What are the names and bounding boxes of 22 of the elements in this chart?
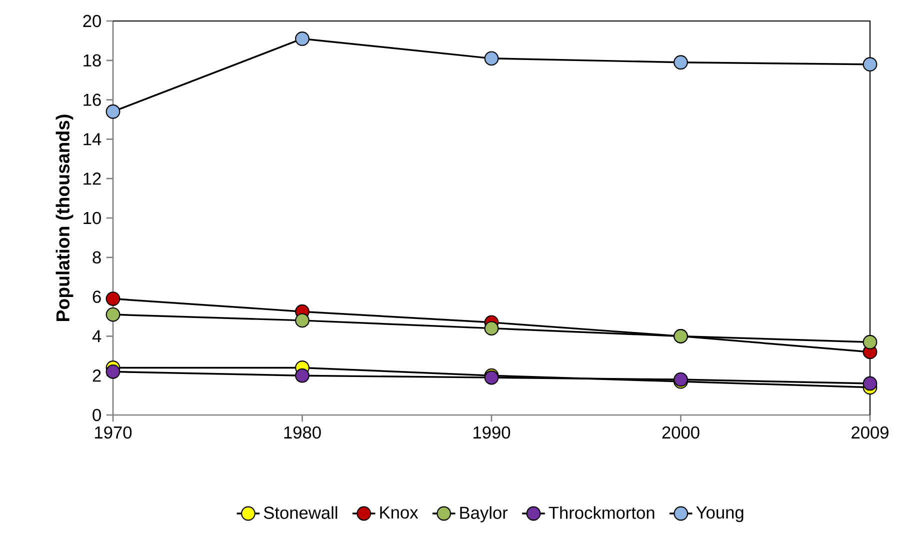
x-tick-label: 1970 xyxy=(95,426,132,439)
y-axis-title: Population (thousands) xyxy=(56,114,74,321)
x-tick-label: 2009 xyxy=(852,426,888,439)
y-tick-label: 18 xyxy=(84,54,101,67)
x-tick-label: 1990 xyxy=(474,426,510,439)
y-tick-label: 12 xyxy=(84,172,101,185)
legend-label: Knox xyxy=(380,506,418,519)
legend-label: Throckmorton xyxy=(548,506,654,519)
y-tick-label: 10 xyxy=(84,212,101,224)
y-tick-label: 2 xyxy=(92,370,101,382)
x-tick-label: 2000 xyxy=(662,426,700,439)
y-tick-label: 8 xyxy=(92,251,101,264)
legend-label: Young xyxy=(696,506,744,522)
x-tick-label: 1980 xyxy=(284,426,321,439)
y-tick-label: 4 xyxy=(92,330,102,342)
y-tick-label: 0 xyxy=(92,408,101,422)
y-tick-label: 14 xyxy=(84,133,102,146)
y-tick-label: 20 xyxy=(83,14,101,28)
y-tick-label: 6 xyxy=(92,290,101,303)
legend-label: Baylor xyxy=(460,506,508,522)
y-tick-label: 16 xyxy=(84,94,101,106)
legend-label: Stonewall xyxy=(264,506,338,519)
